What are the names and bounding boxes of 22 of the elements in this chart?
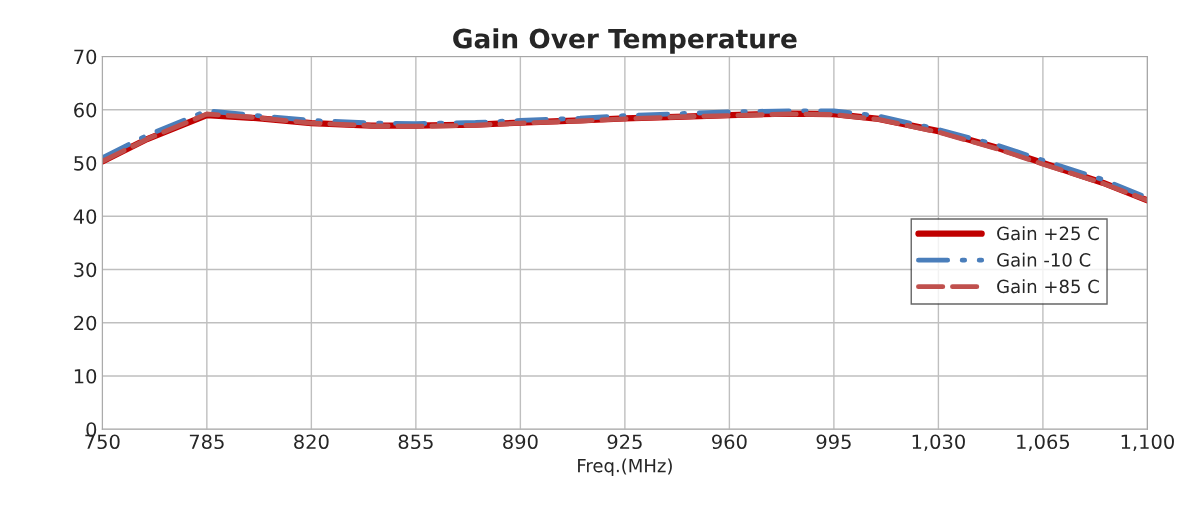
y-tick-label: 60 <box>74 102 97 118</box>
x-tick-label: 995 <box>816 434 851 450</box>
y-tick-label: 70 <box>74 49 97 65</box>
x-tick-label: 960 <box>712 434 747 450</box>
legend-label: Gain -10 C <box>997 252 1091 267</box>
x-tick-label: 1,030 <box>912 434 965 452</box>
y-tick-label: 30 <box>74 262 97 278</box>
x-tick-label: 1,065 <box>1017 434 1070 452</box>
x-tick-label: 1,100 <box>1121 434 1174 452</box>
x-tick-label: 855 <box>398 434 433 450</box>
x-tick-label: 820 <box>294 434 329 450</box>
chart-title: Gain Over Temperature <box>453 28 797 54</box>
y-tick-label: 10 <box>74 368 97 384</box>
y-tick-label: 20 <box>74 315 97 331</box>
x-tick-label: 925 <box>607 434 642 450</box>
legend-label: Gain +85 C <box>997 279 1099 294</box>
x-tick-label: 785 <box>189 434 224 450</box>
x-axis-title: Freq.(MHz) <box>578 458 672 476</box>
y-tick-label: 50 <box>74 155 97 171</box>
y-tick-label: 40 <box>73 209 97 224</box>
legend-label: Gain +25 C <box>997 226 1099 241</box>
x-tick-label: 890 <box>503 434 538 450</box>
